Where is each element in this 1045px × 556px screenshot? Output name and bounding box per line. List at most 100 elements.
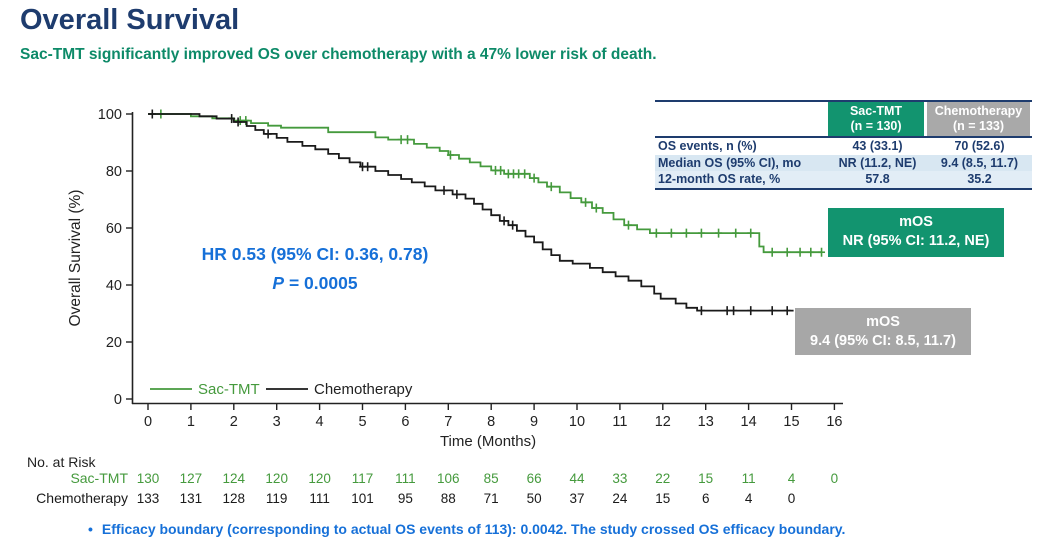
at-risk-value: 22 xyxy=(655,471,670,486)
at-risk-value: 33 xyxy=(612,471,627,486)
header-arm-name: Sac-TMT xyxy=(849,104,903,118)
at-risk-value: 11 xyxy=(742,471,756,486)
at-risk-value: 88 xyxy=(441,491,456,506)
at-risk-value: 4 xyxy=(745,491,753,506)
page-title: Overall Survival xyxy=(20,4,240,36)
table-row-12-month-os-rate: 12-month OS rate, % 57.8 35.2 xyxy=(655,171,1032,188)
at-risk-value: 71 xyxy=(484,491,499,506)
x-axis-title: Time (Months) xyxy=(440,433,536,450)
at-risk-value: 6 xyxy=(702,491,710,506)
footnote-text: Efficacy boundary (corresponding to actu… xyxy=(101,521,846,537)
page-subtitle: Sac-TMT significantly improved OS over c… xyxy=(20,46,657,63)
x-tick-label: 8 xyxy=(487,414,495,430)
summary-table-header-row: Sac-TMT (n = 130) Chemotherapy (n = 133) xyxy=(655,102,1032,138)
at-risk-value: 106 xyxy=(437,471,460,486)
mos-title: mOS xyxy=(899,214,933,230)
x-tick-label: 2 xyxy=(230,414,238,430)
at-risk-value: 101 xyxy=(351,491,374,506)
at-risk-value: 0 xyxy=(788,491,796,506)
mos-value: 9.4 (95% CI: 8.5, 11.7) xyxy=(810,333,956,349)
summary-table-header-chemotherapy: Chemotherapy (n = 133) xyxy=(927,102,1030,136)
at-risk-value: 111 xyxy=(395,471,416,486)
y-tick-label: 0 xyxy=(114,392,122,408)
km-curve-sac-tmt xyxy=(148,109,826,257)
at-risk-value: 15 xyxy=(655,491,670,506)
row-value-chemotherapy: 35.2 xyxy=(967,172,992,186)
x-tick-label: 1 xyxy=(187,414,195,430)
y-tick-label: 80 xyxy=(106,164,122,180)
x-tick-label: 0 xyxy=(144,414,152,430)
y-tick-label: 40 xyxy=(106,278,122,294)
x-tick-label: 15 xyxy=(783,414,799,430)
legend-label-chemotherapy: Chemotherapy xyxy=(314,381,413,398)
at-risk-value: 128 xyxy=(223,491,246,506)
censor-marks xyxy=(148,109,791,316)
at-risk-value: 85 xyxy=(484,471,499,486)
at-risk-value: 120 xyxy=(308,471,331,486)
header-arm-n: (n = 133) xyxy=(952,118,1005,133)
survival-step-line xyxy=(148,113,794,312)
at-risk-value: 133 xyxy=(137,491,160,506)
p-value-symbol: P xyxy=(272,273,285,293)
p-value-number: = 0.0005 xyxy=(284,273,358,293)
y-tick-label: 100 xyxy=(98,107,122,123)
survival-step-line xyxy=(148,113,822,254)
x-tick-label: 14 xyxy=(741,414,757,430)
censor-marks xyxy=(157,109,826,257)
x-tick-label: 16 xyxy=(826,414,842,430)
at-risk-value: 44 xyxy=(569,471,585,486)
at-risk-value: 66 xyxy=(527,471,542,486)
header-arm-name: Chemotherapy xyxy=(934,104,1023,118)
row-value-sac-tmt: NR (11.2, NE) xyxy=(838,155,917,170)
y-tick-label: 20 xyxy=(106,335,122,351)
mos-callout-chemotherapy: mOS 9.4 (95% CI: 8.5, 11.7) xyxy=(795,308,971,355)
y-tick-label: 60 xyxy=(106,221,122,237)
x-tick-label: 12 xyxy=(655,414,671,430)
x-tick-label: 10 xyxy=(569,414,585,430)
row-value-chemotherapy: 9.4 (8.5, 11.7) xyxy=(940,155,1019,170)
at-risk-value: 15 xyxy=(698,471,713,486)
x-tick-label: 3 xyxy=(273,414,281,430)
row-label: 12-month OS rate, % xyxy=(658,172,781,186)
at-risk-value: 117 xyxy=(352,471,374,486)
x-tick-label: 4 xyxy=(316,414,324,430)
mos-callout-sac-tmt: mOS NR (95% CI: 11.2, NE) xyxy=(828,208,1004,257)
row-label: OS events, n (%) xyxy=(658,139,757,153)
p-value-text: P = 0.0005 xyxy=(150,269,480,298)
at-risk-value: 95 xyxy=(398,491,413,506)
at-risk-value: 130 xyxy=(137,471,160,486)
footnote-bullet: • xyxy=(88,521,93,537)
x-tick-label: 13 xyxy=(698,414,714,430)
at-risk-row-label: Sac-TMT xyxy=(70,470,128,486)
mos-value: NR (95% CI: 11.2, NE) xyxy=(842,233,990,249)
row-value-sac-tmt: 43 (33.1) xyxy=(852,139,903,153)
km-curve-chemotherapy xyxy=(148,109,794,316)
at-risk-row-label: Chemotherapy xyxy=(36,490,128,506)
at-risk-value: 124 xyxy=(223,471,246,486)
summary-table-header-sac-tmt: Sac-TMT (n = 130) xyxy=(828,102,924,136)
at-risk-value: 24 xyxy=(612,491,628,506)
x-tick-label: 7 xyxy=(444,414,452,430)
at-risk-value: 50 xyxy=(527,491,542,506)
mos-title: mOS xyxy=(866,314,900,330)
hazard-ratio-text: HR 0.53 (95% CI: 0.36, 0.78) xyxy=(201,244,429,264)
at-risk-value: 127 xyxy=(180,471,203,486)
footnote: • Efficacy boundary (corresponding to act… xyxy=(88,521,845,537)
at-risk-value: 37 xyxy=(569,491,584,506)
summary-statistics-table: Sac-TMT (n = 130) Chemotherapy (n = 133)… xyxy=(655,100,1032,190)
at-risk-value: 120 xyxy=(265,471,288,486)
row-value-chemotherapy: 70 (52.6) xyxy=(954,139,1005,153)
header-arm-n: (n = 130) xyxy=(850,118,902,133)
at-risk-value: 119 xyxy=(266,491,288,506)
at-risk-title: No. at Risk xyxy=(27,454,96,470)
at-risk-value: 4 xyxy=(788,471,796,486)
row-value-sac-tmt: 57.8 xyxy=(865,172,890,186)
hazard-ratio-annotation: HR 0.53 (95% CI: 0.36, 0.78) P = 0.0005 xyxy=(150,240,480,298)
plot-legend: Sac-TMT Chemotherapy xyxy=(150,381,413,398)
at-risk-value: 131 xyxy=(180,491,203,506)
table-row-median-os: Median OS (95% CI), mo NR (11.2, NE) 9.4… xyxy=(655,154,1032,171)
x-tick-label: 5 xyxy=(358,414,366,430)
